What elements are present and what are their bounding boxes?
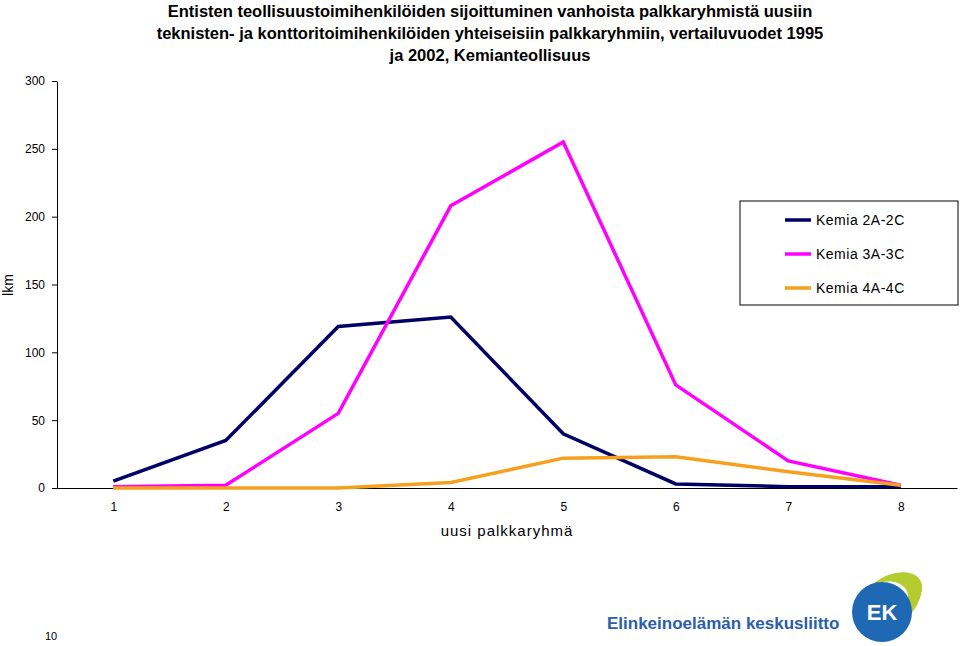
x-tick: 3 [335,488,342,514]
y-tick: 250 [25,142,57,156]
y-tick-mark [52,81,57,82]
y-tick-mark [52,285,57,286]
x-tick-label: 4 [448,500,455,514]
x-tick-label: 1 [110,500,117,514]
title: Entisten teollisuustoimihenkilöiden sijo… [157,2,824,64]
y-tick-label: 100 [25,346,45,360]
organisation-name: Elinkeinoelämän keskusliitto [607,614,839,633]
title-line: teknisten- ja konttoritoimihenkilöiden y… [157,24,824,42]
y-tick-mark [52,217,57,218]
y-tick: 300 [25,74,57,88]
x-tick-label: 7 [785,500,792,514]
legend-label: Kemia 4A-4C [816,280,905,296]
y-tick-label: 0 [38,481,45,495]
legend-swatch [785,286,811,290]
legend-swatch [785,252,811,256]
legend: Kemia 2A-2C Kemia 3A-3C Kemia 4A-4C [740,201,958,305]
y-axis-line [57,82,58,489]
y-tick: 150 [25,278,57,292]
y-tick-label: 200 [25,210,45,224]
x-tick-label: 8 [898,500,905,514]
x-tick: 1 [110,488,117,514]
y-tick-label: 50 [32,414,46,428]
y-tick-mark [52,352,57,353]
legend-swatch [785,218,811,222]
x-tick: 4 [448,488,455,514]
y-tick-mark [52,420,57,421]
x-tick-label: 3 [335,500,342,514]
y-tick-mark [52,149,57,150]
x-tick: 7 [785,488,792,514]
x-tick: 6 [673,488,680,514]
x-axis: 1 2 3 4 5 6 7 8 [58,488,958,514]
series-line [113,317,901,487]
legend-box [740,201,958,305]
y-tick-label: 150 [25,278,45,292]
logo: EK [852,572,922,642]
logo-text: EK [867,600,898,625]
x-tick-label: 5 [560,500,567,514]
y-tick-label: 300 [25,74,45,88]
y-tick: 50 [32,414,57,428]
y-tick-mark [52,488,57,489]
plot-area [113,142,901,488]
y-axis-title: lkm [0,274,16,296]
series-line [113,142,901,487]
y-tick-label: 250 [25,142,45,156]
y-tick: 200 [25,210,57,224]
x-tick: 5 [560,488,567,514]
x-tick-label: 6 [673,500,680,514]
legend-label: Kemia 3A-3C [816,246,905,262]
y-tick: 100 [25,346,57,360]
series-line [113,457,901,488]
legend-label: Kemia 2A-2C [816,212,905,228]
x-axis-title: uusi palkkaryhmä [441,522,574,539]
chart: Entisten teollisuustoimihenkilöiden sijo… [0,0,960,646]
y-axis: 0 50 100 150 200 250 300 [25,74,58,495]
page-number: 10 [45,630,57,642]
title-line: Entisten teollisuustoimihenkilöiden sijo… [168,2,813,20]
x-tick: 8 [898,488,905,514]
title-line: ja 2002, Kemianteollisuus [389,46,591,64]
x-tick-label: 2 [223,500,230,514]
x-tick: 2 [223,488,230,514]
logo-circle [852,582,912,642]
y-tick: 0 [38,481,57,495]
